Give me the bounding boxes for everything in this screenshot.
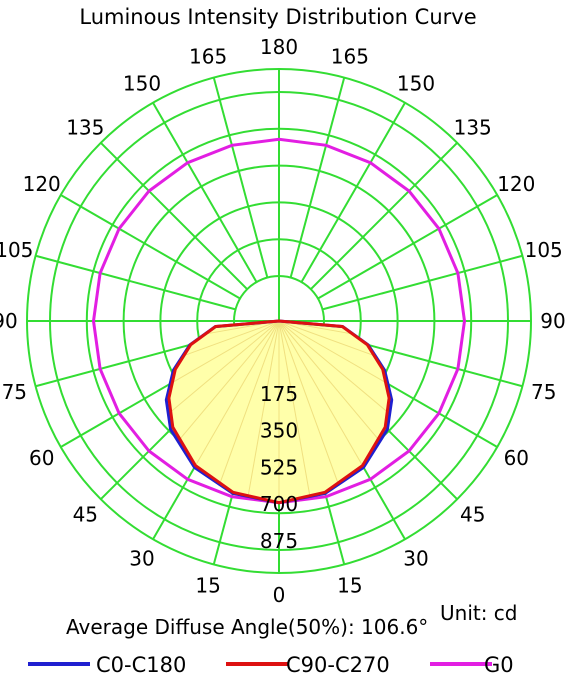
unit-label: Unit: cd <box>440 601 518 625</box>
chart-title: Luminous Intensity Distribution Curve <box>79 5 476 29</box>
grid-spoke-165 <box>289 77 346 278</box>
lobe-ray <box>194 320 280 468</box>
angle-label-15: 15 <box>337 574 362 598</box>
lobe-ray <box>278 320 382 443</box>
angle-label-75: 75 <box>531 380 556 404</box>
angle-label-150: 150 <box>123 72 161 96</box>
lobe-ray <box>180 320 280 358</box>
legend-label-c90-c270: C90-C270 <box>286 653 390 677</box>
lobe-ray <box>278 320 340 486</box>
angle-label-180: 180 <box>260 35 298 59</box>
angle-label-150: 150 <box>397 72 435 96</box>
angle-label-45: 45 <box>460 503 485 527</box>
lobe-ray <box>278 320 378 358</box>
angle-label-135: 135 <box>66 115 104 139</box>
curves-layer <box>91 137 467 505</box>
lobe-ray <box>278 320 391 415</box>
grid-spoke-120 <box>317 194 498 300</box>
angle-label-135: 135 <box>454 115 492 139</box>
angle-label-75: 75 <box>2 380 27 404</box>
radial-tick-525: 525 <box>260 455 298 479</box>
angle-label-30: 30 <box>129 546 154 570</box>
lobe-ray <box>176 320 280 443</box>
lobe-ray <box>278 320 364 468</box>
radial-tick-700: 700 <box>260 492 298 516</box>
radial-tick-175: 175 <box>260 382 298 406</box>
angle-label-120: 120 <box>23 172 61 196</box>
angle-tick-labels: 0 15 30 45 60 75 90 105 120 135 150 165 180 15 30 45 60 7… <box>0 35 566 607</box>
lobe-ray <box>167 320 280 415</box>
angle-label-60: 60 <box>504 446 529 470</box>
angle-label-30: 30 <box>403 546 428 570</box>
angle-label-60: 60 <box>29 446 54 470</box>
lobe-ray <box>218 320 280 486</box>
average-diffuse-angle-text: Average Diffuse Angle(50%): 106.6° <box>66 615 428 639</box>
lobe-ray <box>278 320 390 385</box>
angle-label-105: 105 <box>0 238 33 262</box>
grid-spoke-225 <box>100 142 248 290</box>
grid-spoke-135 <box>310 142 458 290</box>
angle-label-165: 165 <box>331 44 369 68</box>
angle-label-15: 15 <box>195 574 220 598</box>
grid-spoke-195 <box>212 77 269 278</box>
series-line-g0 <box>91 137 467 505</box>
angle-label-45: 45 <box>73 503 98 527</box>
angle-label-105: 105 <box>525 238 563 262</box>
radial-tick-labels: 175 350 525 700 875 <box>260 382 298 553</box>
legend-label-g0: G0 <box>484 653 514 677</box>
lobe-ray <box>278 320 311 498</box>
lobe-ray <box>168 320 280 385</box>
series-line-c90-c270 <box>167 319 391 505</box>
angle-label-90: 90 <box>0 309 18 333</box>
angle-label-165: 165 <box>189 44 227 68</box>
legend: C0-C180 C90-C270 G0 <box>28 653 514 677</box>
radial-tick-875: 875 <box>260 529 298 553</box>
radial-tick-350: 350 <box>260 419 298 443</box>
lobe-ray <box>247 320 280 498</box>
grid-spoke-150 <box>300 102 406 283</box>
legend-label-c0-c180: C0-C180 <box>96 653 186 677</box>
angle-label-0: 0 <box>273 583 286 607</box>
grid-spoke-240 <box>60 194 241 300</box>
angle-label-90: 90 <box>540 309 565 333</box>
grid-spoke-210 <box>152 102 258 283</box>
grid-spoke-255 <box>35 254 236 311</box>
grid-spoke-105 <box>322 254 523 311</box>
angle-label-120: 120 <box>497 172 535 196</box>
